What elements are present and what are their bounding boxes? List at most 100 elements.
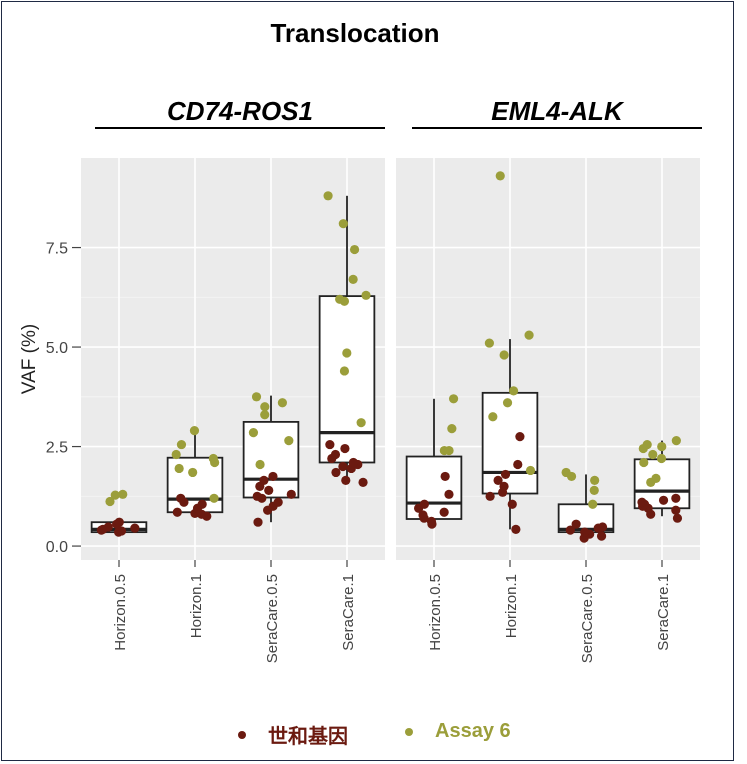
x-tick-label: SeraCare.0.5 (579, 574, 596, 663)
data-point (656, 453, 667, 464)
panel-underline-eml4-alk (412, 127, 702, 129)
data-point (671, 435, 681, 446)
box (318, 295, 376, 464)
data-point (192, 503, 203, 513)
chart-svg: VAF (%) 0.0 2.5 5.0 7.5 Horizon.0.5 Horizon.1 S… (19, 158, 700, 663)
data-point (284, 435, 294, 446)
data-point (255, 459, 265, 470)
data-point (524, 330, 534, 340)
data-point (508, 386, 519, 396)
data-point (589, 485, 599, 495)
data-point (341, 475, 351, 485)
data-point (348, 457, 358, 468)
x-tick-label: SeraCare.0.5 (264, 574, 281, 663)
data-point (273, 497, 283, 507)
data-point (114, 517, 124, 527)
data-point (588, 499, 598, 509)
legend: 世和基因 Assay 6 (0, 720, 747, 750)
data-point (189, 426, 200, 436)
data-point (484, 338, 494, 348)
data-point (251, 392, 262, 402)
data-point (264, 485, 274, 495)
data-point (500, 469, 511, 480)
data-point (323, 191, 333, 201)
chart-title: Translocation (270, 18, 440, 48)
data-point (116, 526, 127, 536)
y-tick-label: 2.5 (46, 440, 68, 457)
box (405, 455, 463, 520)
y-tick-label: 7.5 (46, 241, 68, 258)
data-point (671, 505, 681, 515)
data-point (259, 475, 269, 485)
data-point (286, 489, 296, 499)
data-point (188, 467, 198, 478)
data-point (176, 493, 186, 503)
data-point (105, 496, 115, 507)
data-point (439, 445, 449, 456)
data-point (349, 244, 360, 255)
data-point (361, 290, 371, 300)
data-point (426, 516, 437, 526)
data-point (210, 457, 220, 468)
data-point (356, 418, 366, 428)
data-point (597, 522, 608, 532)
data-point (209, 493, 219, 503)
data-point (638, 443, 648, 454)
data-point (495, 171, 505, 181)
y-axis-label: VAF (%) (19, 324, 40, 394)
data-point (596, 531, 607, 541)
data-point (419, 499, 430, 509)
data-point (358, 477, 368, 487)
data-point (571, 519, 581, 529)
data-point (118, 489, 128, 499)
data-point (268, 471, 278, 482)
data-point (260, 402, 270, 412)
data-point (565, 525, 575, 535)
data-point (325, 439, 335, 450)
data-point (513, 459, 523, 470)
data-point (96, 525, 106, 535)
data-point (103, 522, 113, 532)
panel-title-eml4-alk: EML4-ALK (491, 96, 623, 126)
data-point (174, 463, 184, 474)
legend-label-series-0: 世和基因 (268, 726, 348, 748)
data-point (339, 296, 350, 306)
figure-frame (1, 1, 734, 761)
legend-marker-series-1 (405, 727, 413, 736)
data-point (485, 491, 495, 501)
data-point (342, 348, 352, 358)
x-tick-label: Horizon.1 (188, 574, 205, 638)
data-point (525, 465, 536, 476)
data-point (418, 510, 428, 520)
data-point (444, 489, 454, 499)
data-point (502, 398, 513, 408)
data-point (130, 523, 140, 533)
data-point (590, 475, 600, 485)
data-point (260, 410, 270, 420)
box (481, 391, 539, 495)
data-point (648, 449, 658, 460)
data-point (507, 499, 517, 509)
x-tick-label: Horizon.0.5 (112, 574, 129, 651)
data-point (657, 441, 667, 452)
data-point (253, 517, 263, 527)
data-point (580, 527, 590, 537)
data-point (658, 495, 669, 505)
panel-underline-cd74-ros1 (95, 127, 385, 129)
y-tick-label: 0.0 (46, 539, 68, 556)
data-point (338, 219, 348, 229)
data-point (277, 398, 288, 408)
y-tick-label: 5.0 (46, 340, 68, 357)
data-point (447, 424, 457, 434)
data-point (252, 491, 262, 501)
data-point (672, 513, 683, 523)
data-point (488, 412, 498, 422)
data-point (499, 481, 509, 491)
data-point (439, 507, 449, 517)
data-point (639, 457, 649, 468)
data-point (110, 490, 120, 500)
x-tick-label: Horizon.0.5 (427, 574, 444, 651)
data-point (348, 274, 358, 284)
data-point (248, 428, 259, 438)
data-point (511, 524, 521, 534)
